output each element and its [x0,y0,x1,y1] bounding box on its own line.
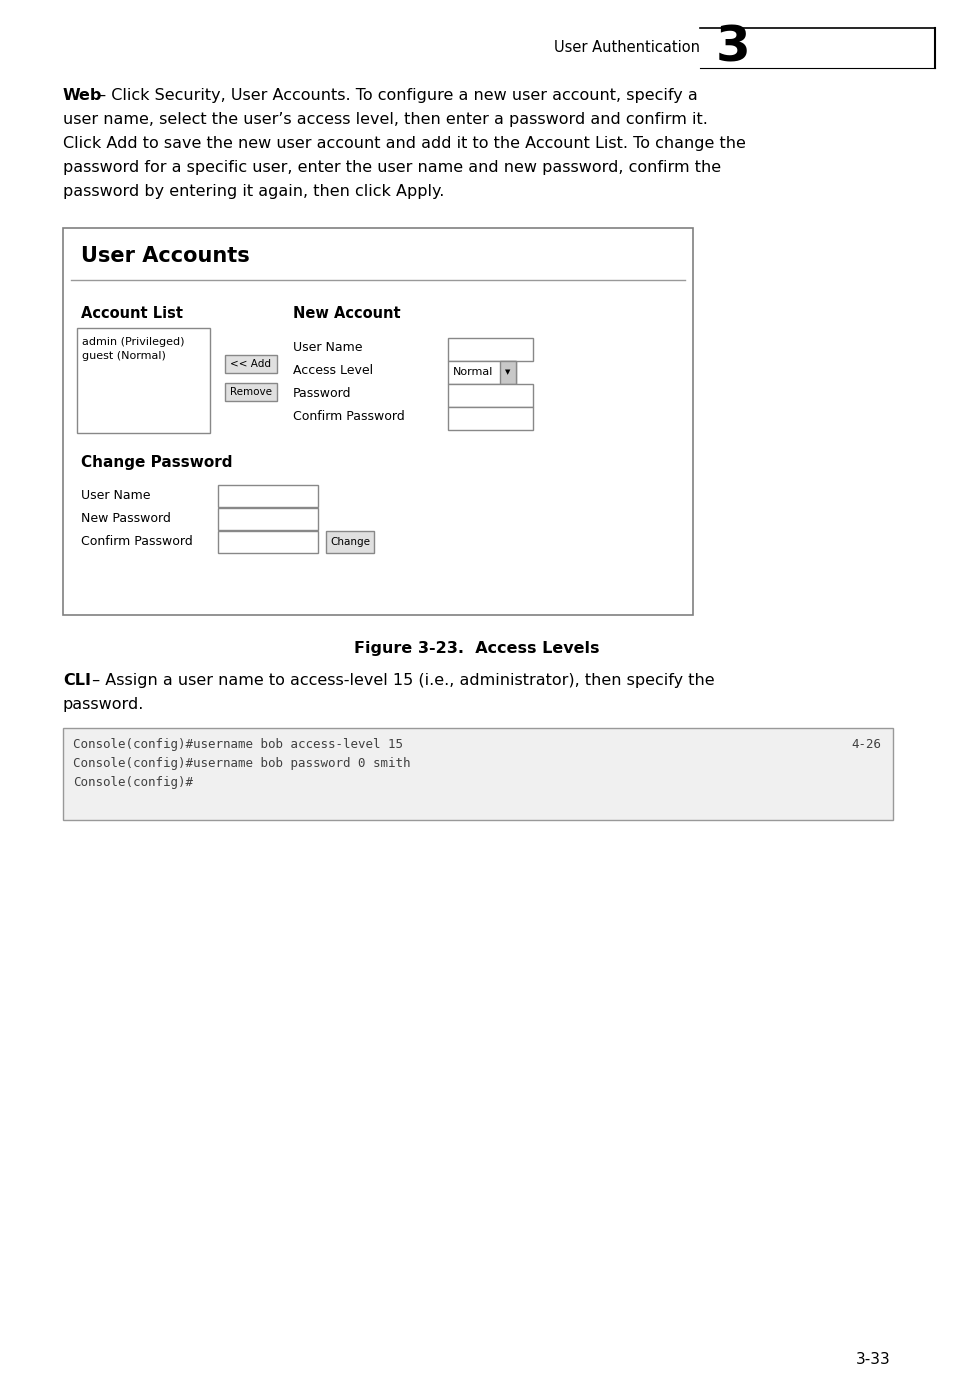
Bar [218,484,317,507]
Text: password by entering it again, then click Apply.: password by entering it again, then clic… [63,183,444,198]
Bar [448,361,516,384]
Bar [225,383,276,401]
Text: User Name: User Name [81,489,151,501]
Bar [63,727,892,820]
Text: Click Add to save the new user account and add it to the Account List. To change: Click Add to save the new user account a… [63,136,745,150]
Bar [63,228,692,615]
Text: ▼: ▼ [505,369,510,375]
Text: Console(config)#: Console(config)# [73,776,193,788]
Text: User Accounts: User Accounts [81,246,250,266]
Bar [218,508,317,530]
Text: Remove: Remove [230,387,272,397]
Bar [218,532,317,552]
Text: Password: Password [293,386,351,400]
Text: Change: Change [330,537,370,547]
Text: 3-33: 3-33 [856,1352,890,1367]
Text: Confirm Password: Confirm Password [81,534,193,547]
Text: password for a specific user, enter the user name and new password, confirm the: password for a specific user, enter the … [63,160,720,175]
Bar [326,532,374,552]
Text: << Add: << Add [231,359,272,369]
Text: 4-26: 4-26 [850,737,880,751]
Text: – Assign a user name to access-level 15 (i.e., administrator), then specify the: – Assign a user name to access-level 15 … [87,673,714,687]
Text: User Authentication: User Authentication [554,39,700,54]
Text: Console(config)#username bob access-level 15: Console(config)#username bob access-leve… [73,737,402,751]
Bar [225,355,276,373]
Text: Normal: Normal [453,366,493,378]
Bar [448,384,533,407]
Text: password.: password. [63,697,144,712]
Bar [499,361,516,384]
Text: Figure 3-23.  Access Levels: Figure 3-23. Access Levels [354,640,599,655]
Text: – Click Security, User Accounts. To configure a new user account, specify a: – Click Security, User Accounts. To conf… [92,87,697,103]
Text: guest (Normal): guest (Normal) [82,351,166,361]
Text: New Password: New Password [81,512,171,525]
Text: User Name: User Name [293,340,362,354]
Text: user name, select the user’s access level, then enter a password and confirm it.: user name, select the user’s access leve… [63,111,707,126]
Bar [448,339,533,361]
Text: CLI: CLI [63,673,91,687]
Text: Change Password: Change Password [81,454,233,469]
Text: New Account: New Account [293,305,400,321]
Text: admin (Privileged): admin (Privileged) [82,337,184,347]
Text: Web: Web [63,87,102,103]
Text: Confirm Password: Confirm Password [293,409,404,422]
Text: Access Level: Access Level [293,364,373,376]
Text: 3: 3 [716,24,750,71]
Bar [448,407,533,430]
Bar [77,328,210,433]
Text: Account List: Account List [81,305,183,321]
Text: Console(config)#username bob password 0 smith: Console(config)#username bob password 0 … [73,756,410,769]
